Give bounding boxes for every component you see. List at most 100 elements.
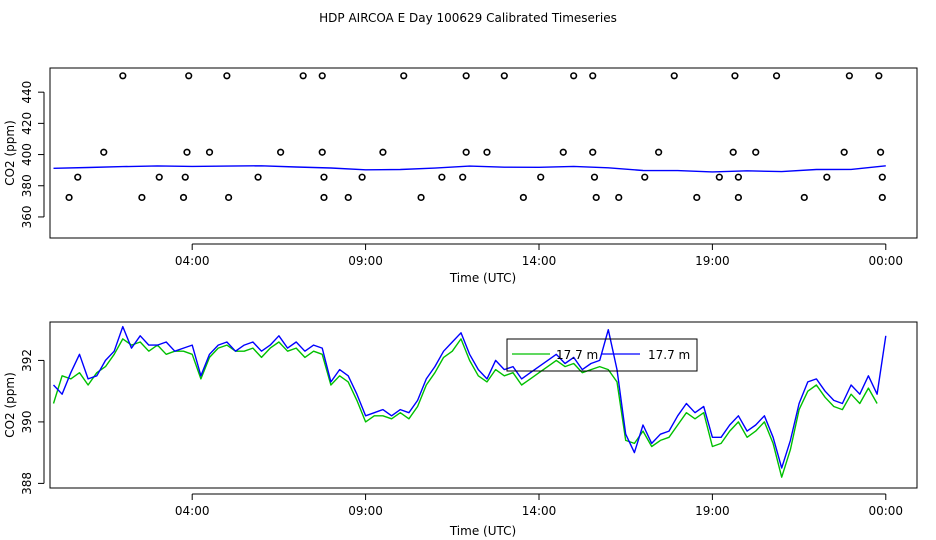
data-point xyxy=(138,193,146,202)
data-point xyxy=(731,72,739,80)
data-point xyxy=(459,173,467,181)
data-point xyxy=(100,148,108,156)
bottom-y-axis: 388 390 392 xyxy=(20,349,45,495)
bottom-x-axis-label: Time (UTC) xyxy=(449,524,516,538)
data-point xyxy=(438,173,446,181)
data-point xyxy=(519,193,527,202)
data-point xyxy=(417,193,425,202)
bottom-y-tick-label: 388 xyxy=(20,472,34,495)
data-point xyxy=(119,72,127,80)
bottom-x-tick-label: 19:00 xyxy=(695,504,730,518)
data-point xyxy=(462,148,470,156)
data-point xyxy=(277,148,285,156)
top-x-axis: 04:00 09:00 14:00 19:00 00:00 xyxy=(175,243,903,268)
data-point xyxy=(183,148,191,156)
data-point xyxy=(823,173,831,181)
data-point xyxy=(537,173,545,181)
data-point xyxy=(615,193,623,202)
data-point xyxy=(875,72,883,80)
legend-label-green: 17.7 m xyxy=(556,348,598,362)
legend-label-blue: 17.7 m xyxy=(648,348,690,362)
top-x-tick-label: 14:00 xyxy=(522,254,557,268)
data-point xyxy=(729,148,737,156)
top-x-axis-label: Time (UTC) xyxy=(449,271,516,285)
data-point xyxy=(734,193,742,202)
data-point xyxy=(181,173,189,181)
data-point xyxy=(500,72,508,80)
data-point xyxy=(772,72,781,80)
data-point xyxy=(592,193,600,202)
data-point xyxy=(845,72,853,80)
bottom-y-axis-label: CO2 (ppm) xyxy=(3,372,17,438)
bottom-x-tick-label: 04:00 xyxy=(175,504,210,518)
data-point xyxy=(299,72,307,80)
top-y-tick-label: 360 xyxy=(20,205,34,228)
bottom-x-tick-label: 00:00 xyxy=(868,504,903,518)
bottom-plot-frame xyxy=(49,321,918,489)
bottom-series-line-green xyxy=(52,338,878,478)
data-point xyxy=(65,193,73,202)
bottom-x-axis: 04:00 09:00 14:00 19:00 00:00 xyxy=(175,493,903,518)
data-point xyxy=(570,72,578,80)
bottom-y-tick-label: 392 xyxy=(20,349,34,372)
data-point xyxy=(878,173,886,181)
bottom-series xyxy=(52,325,887,478)
top-y-tick-label: 440 xyxy=(20,81,34,104)
top-panel: 360 380 400 420 440 04:00 09:00 14:00 19:00 00:0… xyxy=(3,67,918,285)
top-x-tick-label: 04:00 xyxy=(175,254,210,268)
legend: 17.7 m 17.7 m xyxy=(506,338,698,372)
data-point xyxy=(878,193,886,202)
data-point xyxy=(752,148,760,156)
data-point xyxy=(589,148,597,156)
top-y-tick-label: 380 xyxy=(20,174,34,197)
top-x-tick-label: 19:00 xyxy=(695,254,730,268)
bottom-panel: 388 390 392 04:00 09:00 14:00 19:00 00:00 17.7… xyxy=(3,321,918,538)
data-point xyxy=(693,193,701,202)
top-series-line-blue xyxy=(53,165,886,173)
data-point xyxy=(320,193,328,202)
data-point xyxy=(641,173,649,181)
data-point xyxy=(344,193,352,202)
data-point xyxy=(155,173,163,181)
top-y-tick-label: 400 xyxy=(20,143,34,166)
data-point xyxy=(320,173,328,181)
top-series xyxy=(53,165,886,173)
data-point xyxy=(223,72,231,80)
data-point xyxy=(400,72,408,80)
data-point xyxy=(840,148,848,156)
top-x-tick-label: 09:00 xyxy=(348,254,383,268)
bottom-x-tick-label: 09:00 xyxy=(348,504,383,518)
top-data-points xyxy=(65,72,886,202)
bottom-series-line-blue xyxy=(52,325,887,469)
data-point xyxy=(655,148,663,156)
data-point xyxy=(358,173,366,181)
data-point xyxy=(800,193,808,202)
top-y-tick-label: 420 xyxy=(20,112,34,135)
data-point xyxy=(589,72,597,80)
data-point xyxy=(379,148,387,156)
data-point xyxy=(318,72,326,80)
data-point xyxy=(254,173,262,181)
top-x-tick-label: 00:00 xyxy=(868,254,903,268)
data-point xyxy=(74,173,82,181)
legend-box xyxy=(506,338,698,372)
data-point xyxy=(670,72,678,80)
data-point xyxy=(225,193,233,202)
data-point xyxy=(483,148,491,156)
top-y-axis-label: CO2 (ppm) xyxy=(3,120,17,186)
data-point xyxy=(590,173,599,181)
top-y-axis: 360 380 400 420 440 xyxy=(20,81,45,228)
data-point xyxy=(205,148,214,156)
data-point xyxy=(462,72,470,80)
data-point xyxy=(179,193,188,202)
top-plot-frame xyxy=(49,67,918,239)
data-point xyxy=(559,148,567,156)
bottom-x-tick-label: 14:00 xyxy=(522,504,557,518)
data-point xyxy=(876,148,885,156)
data-point xyxy=(734,173,742,181)
data-point xyxy=(715,173,723,181)
figure-title: HDP AIRCOA E Day 100629 Calibrated Times… xyxy=(319,11,617,25)
data-point xyxy=(318,148,326,156)
data-point xyxy=(185,72,193,80)
